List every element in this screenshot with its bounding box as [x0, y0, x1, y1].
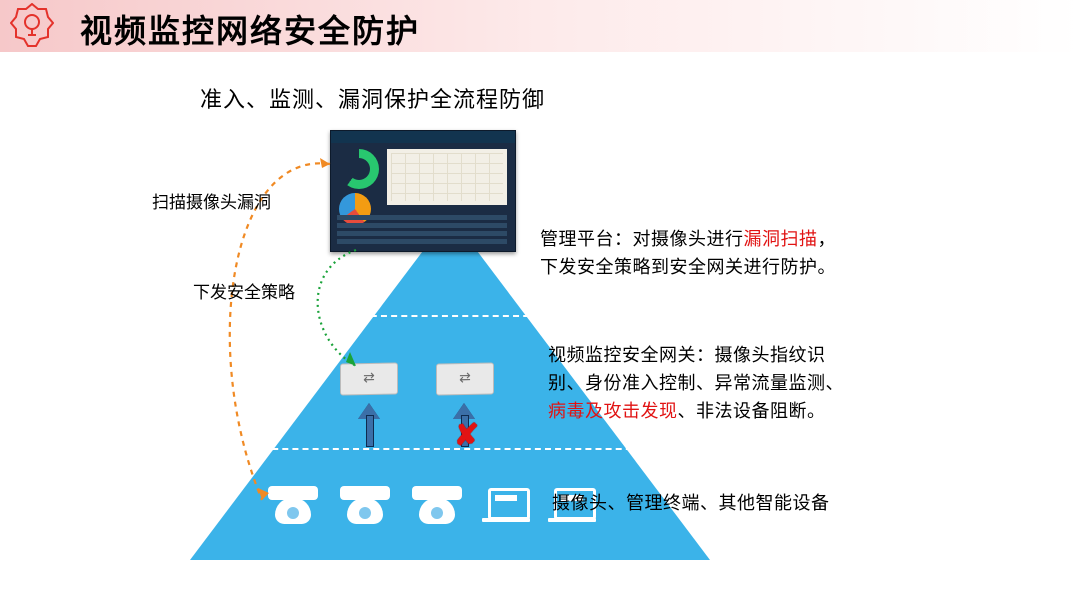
uplink-arrow-allowed [361, 405, 377, 445]
desc-platform: 管理平台：对摄像头进行漏洞扫描，下发安全策略到安全网关进行防护。 [540, 226, 836, 282]
label-deploy-policy: 下发安全策略 [193, 278, 295, 303]
device-row [264, 484, 598, 524]
camera-icon [336, 484, 394, 524]
dashboard-table [337, 215, 507, 247]
security-gateway-2 [436, 362, 494, 395]
dashboard-topbar [331, 131, 515, 143]
pyramid-divider-1 [320, 315, 580, 317]
security-gateway-1 [340, 362, 398, 395]
label-scan-vuln: 扫描摄像头漏洞 [152, 188, 271, 213]
laptop-icon [480, 484, 532, 524]
scan-arrow-head-top [320, 158, 330, 168]
dashboard-map [387, 149, 507, 205]
management-dashboard [330, 130, 516, 252]
camera-icon [408, 484, 466, 524]
pyramid-divider-2 [252, 448, 652, 450]
blocked-x-icon: ✘ [454, 418, 479, 453]
dashboard-donut-chart [339, 149, 379, 189]
camera-icon [264, 484, 322, 524]
desc-devices: 摄像头、管理终端、其他智能设备 [552, 490, 830, 518]
diagram-stage: ✘ 扫描摄像头漏洞 下发安全策略 管理平台：对摄像头进行漏洞扫描，下发安全策略到… [0, 0, 1080, 608]
desc-gateway: 视频监控安全网关：摄像头指纹识别、身份准入控制、异常流量监测、病毒及攻击发现、非… [548, 342, 844, 426]
